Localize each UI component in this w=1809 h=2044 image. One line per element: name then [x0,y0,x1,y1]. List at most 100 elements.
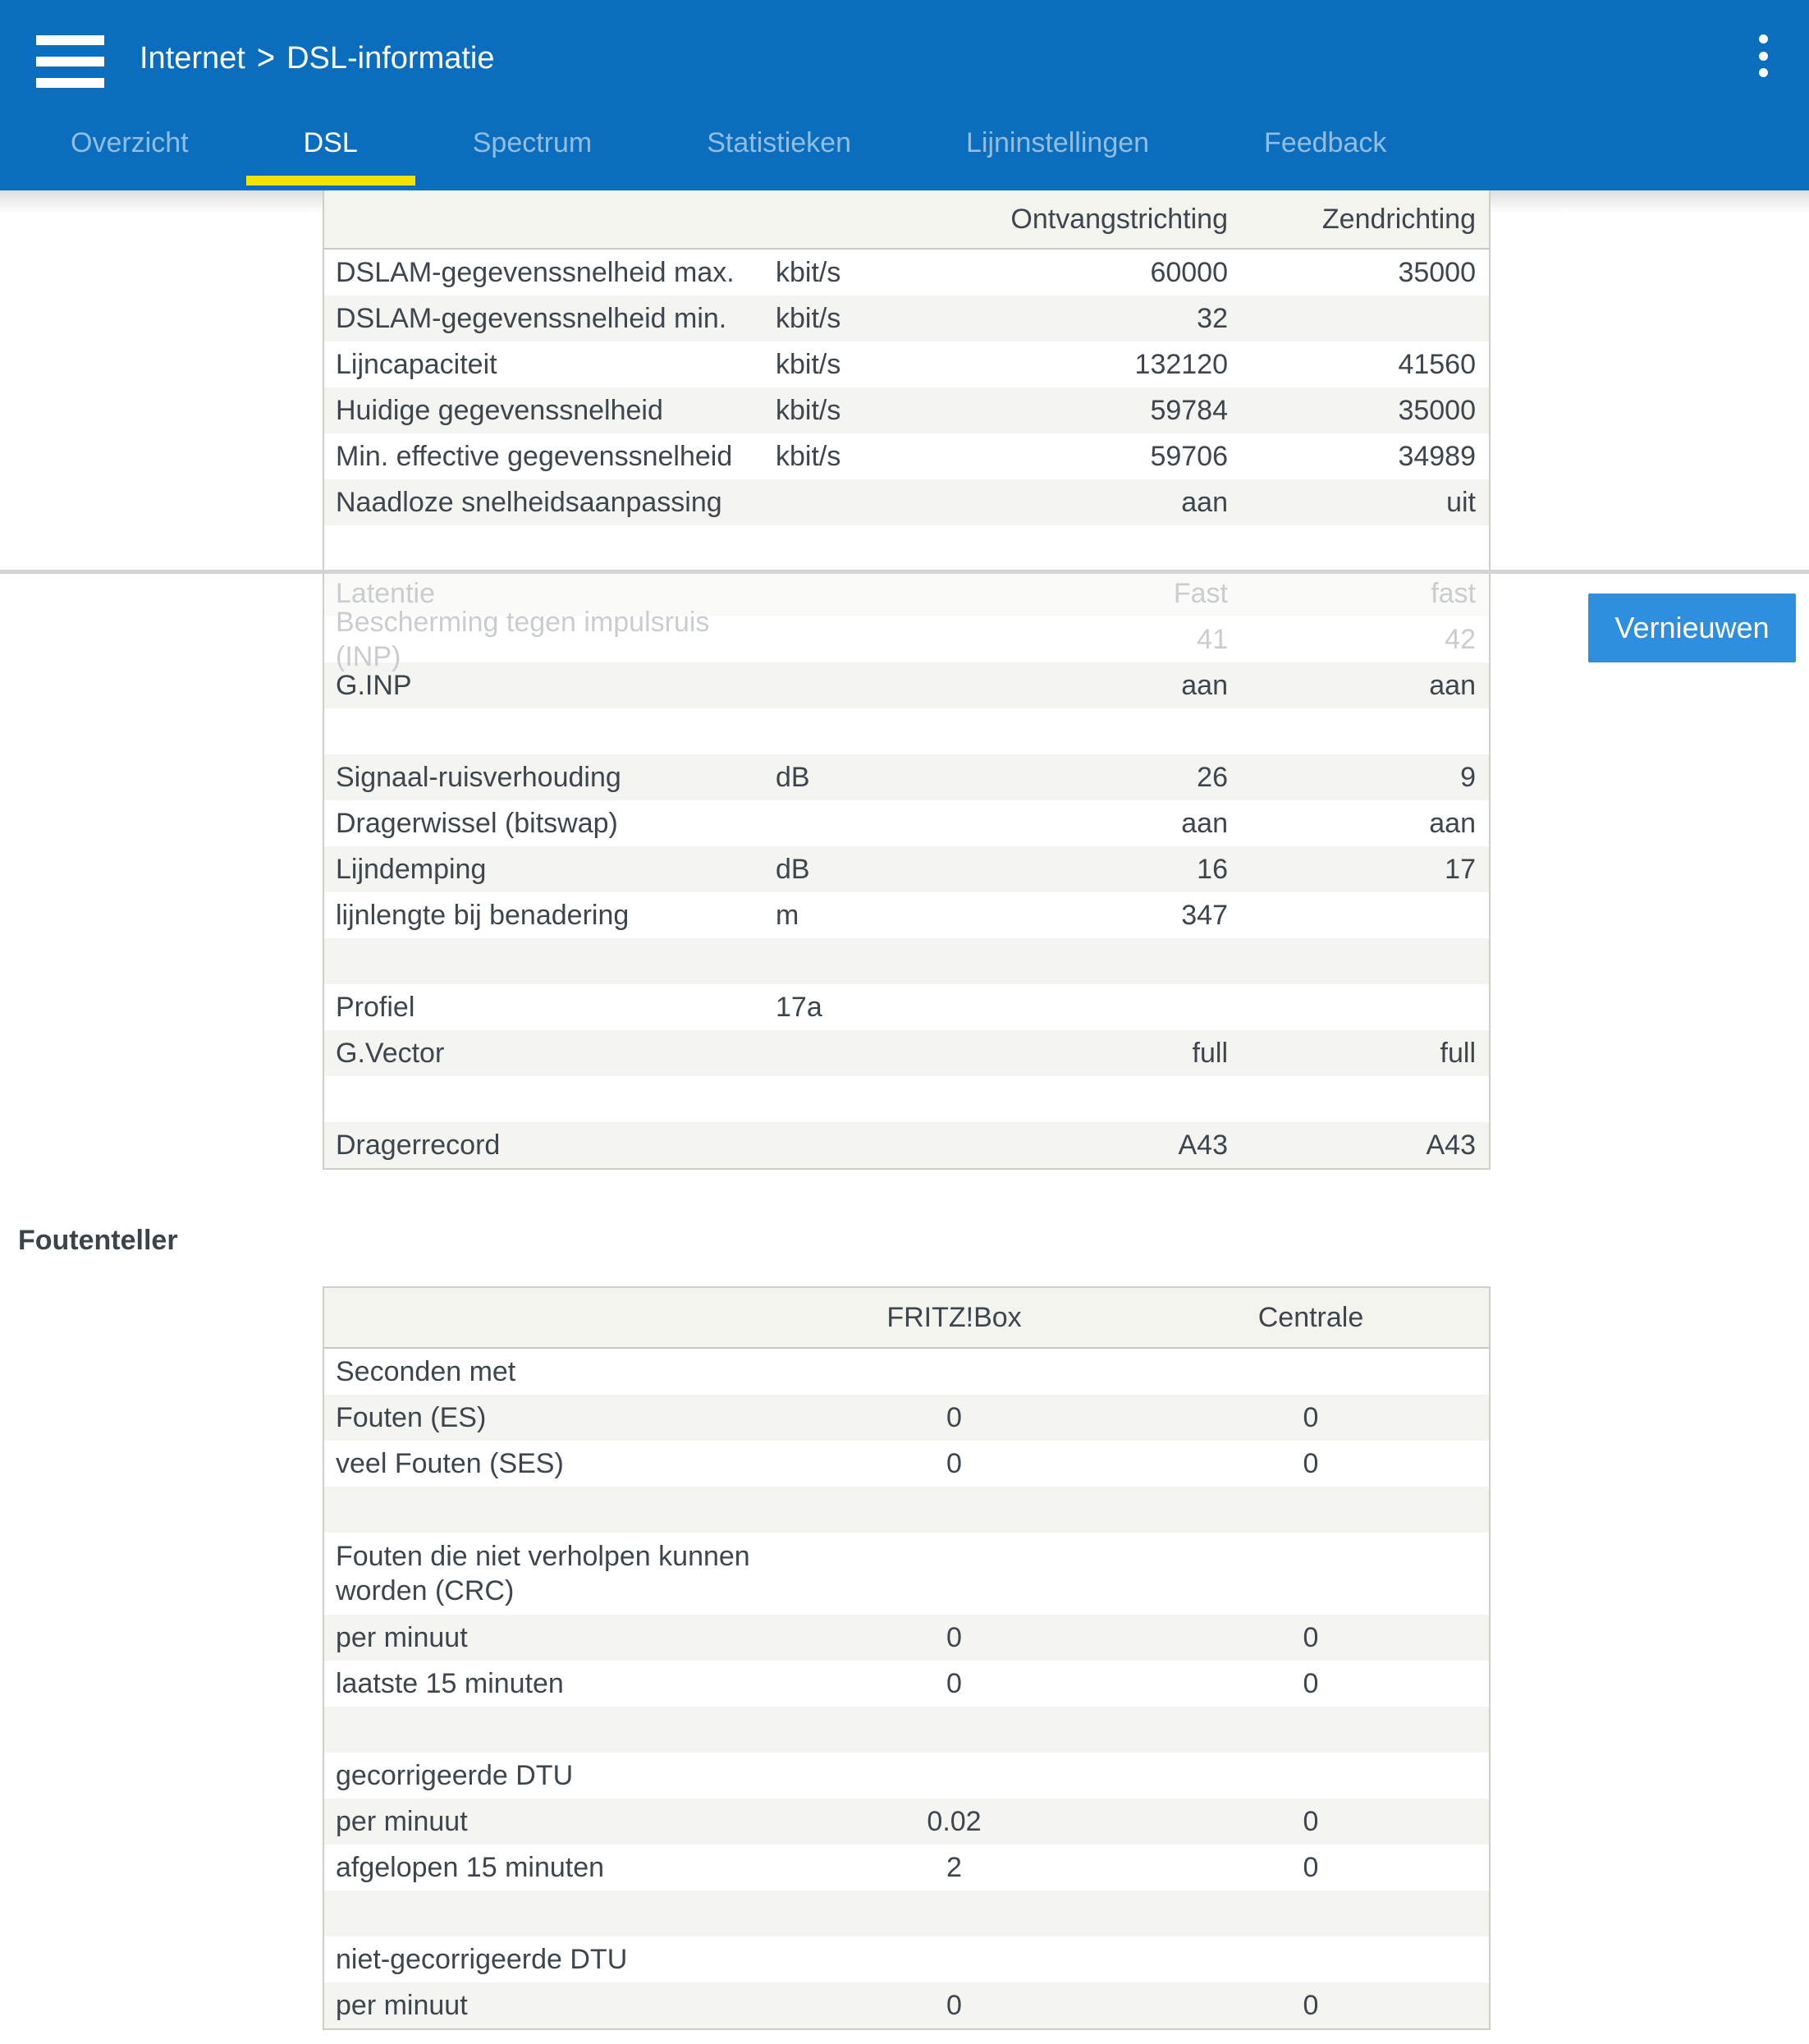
kebab-menu-icon[interactable] [1747,34,1779,77]
tab-overzicht[interactable]: Overzicht [71,127,189,158]
row-label: Latentie [336,577,435,609]
row-receive-value: 41 [1197,623,1228,655]
row-send-value: 17 [1445,853,1476,885]
error-table-row: per minuut 0 0 [324,1615,1489,1661]
tab-lijninstellingen[interactable]: Lijninstellingen [966,127,1150,158]
error-table-row: per minuut 0.02 0 [324,1799,1489,1845]
dsl-table-row [324,938,1489,984]
tab-dsl[interactable]: DSL [245,111,415,186]
row-label: G.Vector [336,1037,445,1069]
row-send-value: aan [1429,669,1476,701]
error-table-row: per minuut 0 0 [324,1982,1489,2028]
hamburger-bar [36,35,104,45]
row-label: niet-gecorrigeerde DTU [336,1943,628,1975]
dsl-table-row: Profiel 17a [324,984,1489,1030]
row-receive-value: 132120 [1134,348,1228,380]
row-label: per minuut [336,1805,468,1837]
column-header-receive: Ontvangstrichting [1010,203,1228,235]
row-receive-value: Fast [1173,577,1228,609]
row-fritzbox-value: 0 [946,1621,962,1653]
section-divider [0,570,1809,574]
row-fritzbox-value: 0 [946,1667,962,1699]
row-send-value: 34989 [1398,440,1476,472]
error-table-row: veel Fouten (SES) 0 0 [324,1441,1489,1487]
row-label: Lijncapaciteit [336,348,497,380]
tab-feedback[interactable]: Feedback [1264,127,1387,158]
row-unit: kbit/s [776,440,841,472]
row-unit: kbit/s [776,394,841,426]
row-receive-value: 26 [1197,761,1228,793]
row-centrale-value: 0 [1303,1805,1319,1837]
dsl-table-row: DSLAM-gegevenssnelheid max. kbit/s 60000 35… [324,250,1489,296]
dsl-table-row: Min. effective gegevenssnelheid kbit/s 597… [324,433,1489,479]
error-table-row: afgelopen 15 minuten 2 0 [324,1845,1489,1890]
row-send-value: full [1440,1037,1476,1069]
error-table-row [324,1487,1489,1533]
row-label: Naadloze snelheidsaanpassing [336,486,722,518]
dsl-table-row: Lijndemping dB 16 17 [324,846,1489,892]
row-label: afgelopen 15 minuten [336,1851,605,1883]
row-receive-value: 60000 [1150,256,1228,288]
dsl-table-row [324,525,1489,571]
tab-bar: Overzicht DSL Spectrum Statistieken Lijninst… [13,111,1444,190]
breadcrumb: Internet > DSL-informatie [140,39,495,78]
dsl-table-row: Bescherming tegen impulsruis (INP) 41 42 [324,607,1489,672]
row-receive-value: full [1192,1037,1228,1069]
kebab-dot [1758,34,1768,44]
dsl-table-row [324,708,1489,754]
tab-statistieken[interactable]: Statistieken [707,127,851,158]
error-table-row: niet-gecorrigeerde DTU [324,1936,1489,1982]
row-receive-value: aan [1181,669,1228,701]
row-send-value: A43 [1426,1129,1477,1161]
dsl-table-row: Lijncapaciteit kbit/s 132120 41560 [324,341,1489,387]
breadcrumb-section[interactable]: Internet [140,41,245,76]
dsl-table-row: Naadloze snelheidsaanpassing aan uit [324,479,1489,525]
row-label: gecorrigeerde DTU [336,1759,574,1791]
tab-spectrum[interactable]: Spectrum [472,127,593,158]
row-fritzbox-value: 0.02 [927,1805,982,1837]
row-fritzbox-value: 0 [946,1401,962,1433]
refresh-button[interactable]: Vernieuwen [1588,593,1796,662]
row-label: Lijndemping [336,853,487,885]
row-receive-value: 16 [1197,853,1228,885]
row-receive-value: 32 [1197,302,1228,334]
row-send-value: fast [1431,577,1476,609]
row-receive-value: 347 [1181,899,1228,931]
row-label: lijnlengte bij benadering [336,899,630,931]
app-header: Internet > DSL-informatie Overzicht DSL Sp… [0,0,1809,190]
row-centrale-value: 0 [1303,1989,1319,2021]
page-title: DSL-informatie [286,41,495,76]
row-label: DSLAM-gegevenssnelheid max. [336,256,735,288]
row-fritzbox-value: 0 [946,1989,962,2021]
row-send-value: aan [1429,807,1476,839]
error-table-header: FRITZ!Box Centrale [324,1288,1489,1349]
row-label: DSLAM-gegevenssnelheid min. [336,302,727,334]
dsl-table-row: lijnlengte bij benadering m 347 [324,892,1489,938]
dsl-table-row [324,1076,1489,1122]
row-label: Signaal-ruisverhouding [336,761,621,793]
error-table-row: Fouten die niet verholpen kunnen worden … [324,1533,1489,1615]
row-unit: kbit/s [776,302,841,334]
row-centrale-value: 0 [1303,1621,1319,1653]
error-table-row: laatste 15 minuten 0 0 [324,1661,1489,1707]
column-header-centrale: Centrale [1257,1301,1364,1333]
row-send-value: 35000 [1398,256,1476,288]
row-send-value: uit [1446,486,1476,518]
dsl-table-row: G.INP aan aan [324,662,1489,708]
row-label: Min. effective gegevenssnelheid [336,440,733,472]
dsl-table-row: DSLAM-gegevenssnelheid min. kbit/s 32 [324,296,1489,341]
row-centrale-value: 0 [1303,1851,1319,1883]
dsl-table-header: Ontvangstrichting Zendrichting [324,190,1489,250]
row-label: Fouten (ES) [336,1401,487,1433]
row-unit: kbit/s [776,348,841,380]
column-header-send: Zendrichting [1321,203,1476,235]
row-send-value: 42 [1445,623,1476,655]
row-centrale-value: 0 [1303,1447,1319,1479]
hamburger-icon[interactable] [36,35,104,88]
row-fritzbox-value: 0 [946,1447,962,1479]
row-unit: dB [776,761,810,793]
row-send-value: 35000 [1398,394,1476,426]
error-counter-title: Foutenteller [18,1225,178,1256]
error-table-row: Seconden met [324,1349,1489,1395]
row-send-value: 9 [1460,761,1476,793]
